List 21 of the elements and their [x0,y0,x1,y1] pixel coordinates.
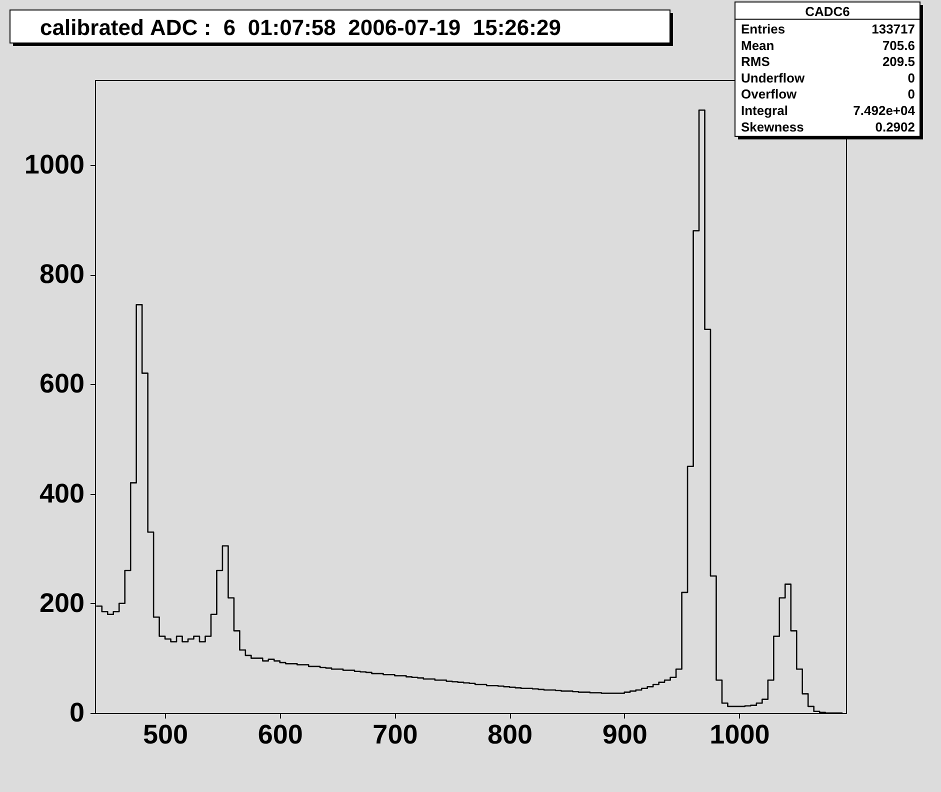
chart-title: calibrated ADC : 6 01:07:58 2006-07-19 15:26:29 [40,15,561,40]
text: Overflow 0 [741,86,915,102]
x-tick-label: 900 [602,720,648,750]
y-tick-label: 400 [39,478,84,508]
text: Entries 133717 [741,21,915,36]
x-tick-label: 1000 [710,720,770,750]
text: Mean 705.6 [741,38,915,53]
text: Integral 7.492e+04 [741,102,915,118]
y-tick-label: 200 [39,588,84,618]
text: Underflow 0 [741,70,915,86]
text: Skewness 0.2902 [741,119,915,134]
x-tick-label: 800 [488,720,533,750]
y-tick-label: 1000 [24,149,84,180]
x-tick-label: 500 [143,720,188,750]
y-tick-label: 0 [69,698,84,728]
text: CADC6 [805,4,850,20]
x-tick-label: 600 [258,720,303,750]
y-tick-label: 600 [39,368,84,399]
text: RMS 209.5 [741,54,915,70]
y-tick-label: 800 [39,259,84,290]
x-tick-label: 700 [372,720,418,750]
